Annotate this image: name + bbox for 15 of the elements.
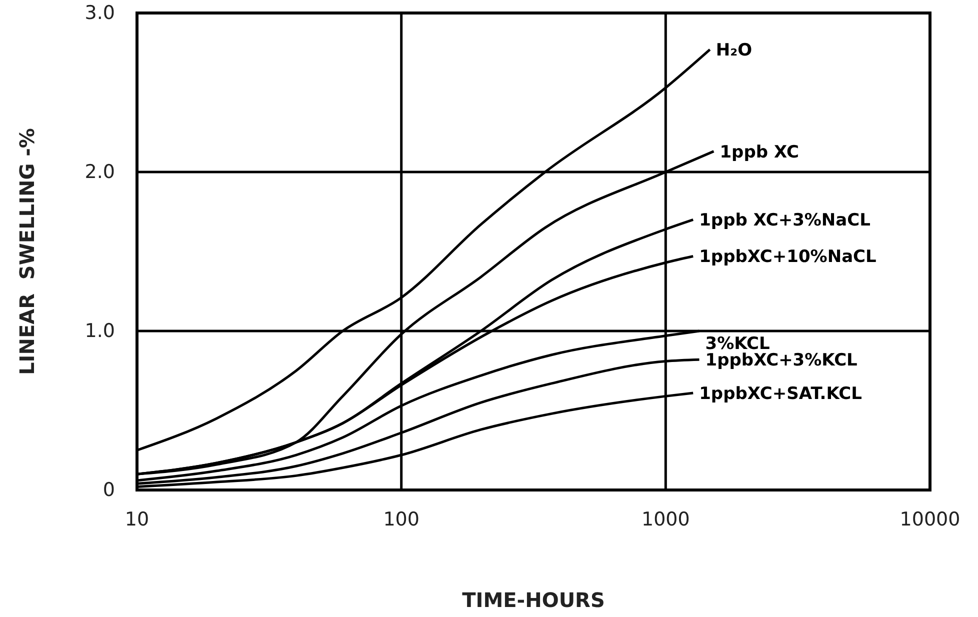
y-tick-label: 1.0 — [84, 320, 115, 342]
y-axis-title: LINEAR SWELLING -% — [15, 128, 39, 375]
series-label: H₂O — [716, 40, 752, 61]
x-tick-label: 1000 — [641, 508, 690, 530]
series-label: 1ppbXC+10%NaCL — [699, 247, 877, 268]
x-tick-label: 10000 — [900, 508, 960, 530]
y-tick-label: 2.0 — [84, 161, 115, 184]
y-tick-label: 0 — [102, 479, 115, 502]
x-tick-label: 100 — [383, 508, 420, 530]
series-label: 1ppb XC — [720, 142, 799, 162]
x-axis-title: TIME-HOURS — [462, 588, 605, 612]
series-label: 1ppbXC+SAT.KCL — [699, 384, 862, 404]
x-tick-label: 10 — [124, 508, 150, 530]
y-tick-label: 3.0 — [84, 2, 115, 24]
series-label: 1ppb XC+3%NaCL — [699, 210, 871, 231]
